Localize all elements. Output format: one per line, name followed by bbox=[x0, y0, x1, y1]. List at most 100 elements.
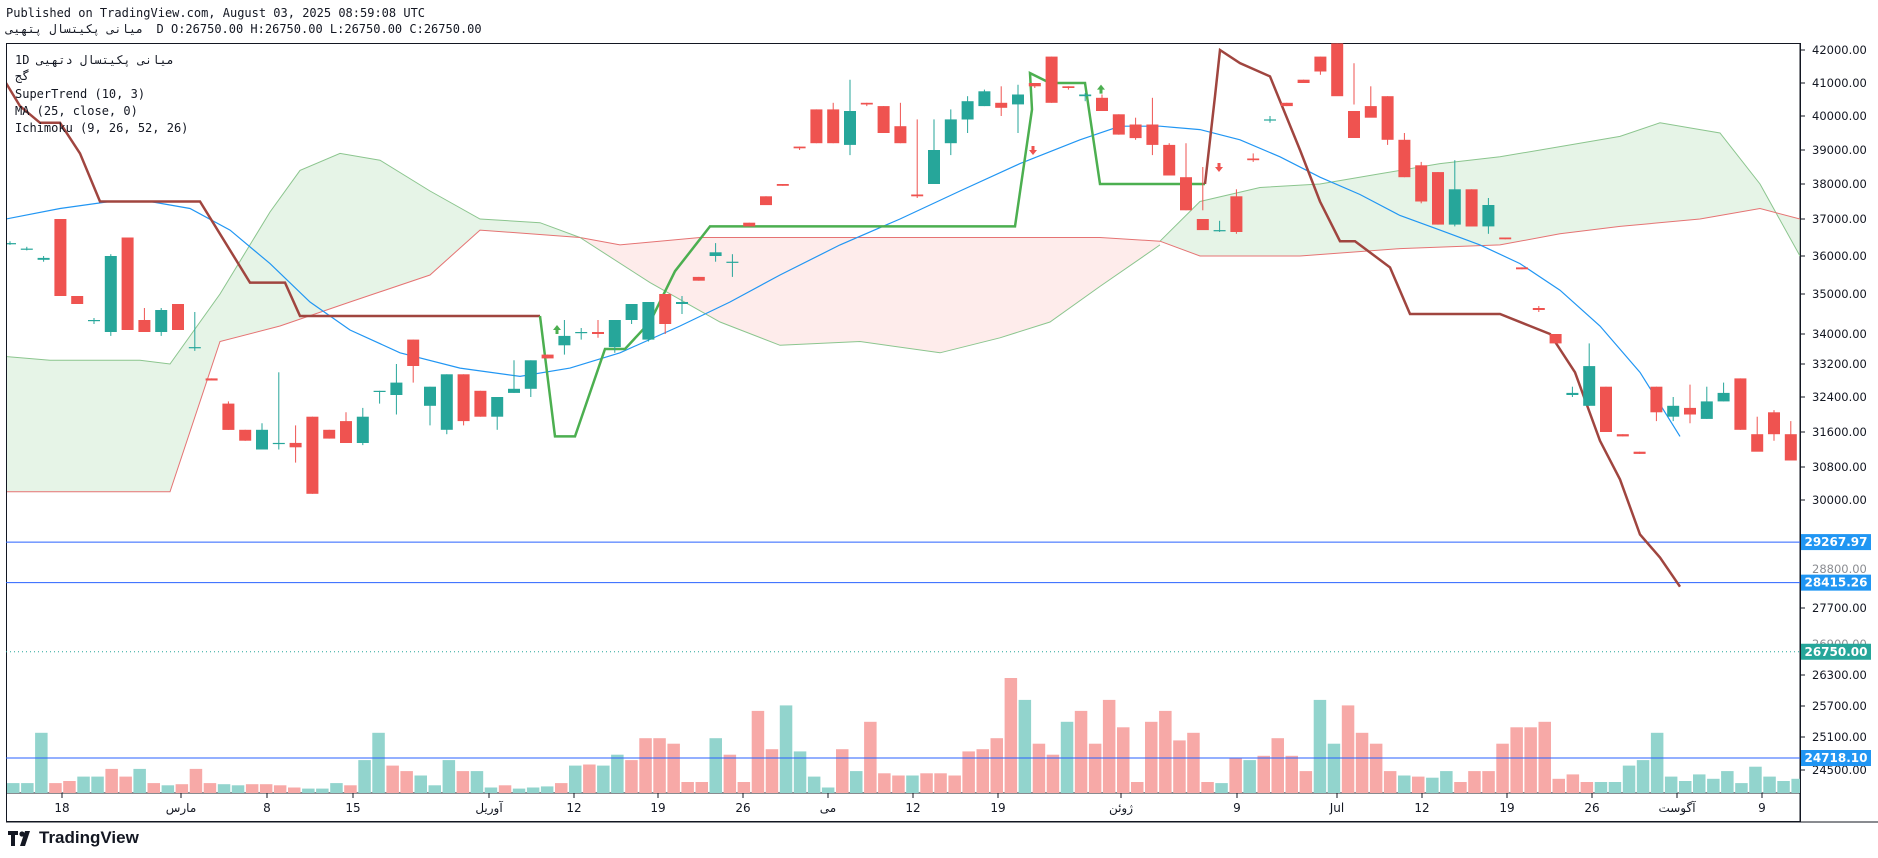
candle-body bbox=[1667, 405, 1680, 417]
volume-bar bbox=[7, 783, 20, 793]
volume-bar bbox=[864, 721, 877, 793]
volume-bar bbox=[1285, 755, 1298, 793]
candle-body bbox=[659, 294, 672, 324]
symbol-name: ميانی پکيتسال پتهیی bbox=[6, 22, 144, 36]
volume-bar bbox=[273, 785, 287, 793]
candle-body bbox=[222, 403, 235, 430]
candle-body bbox=[1062, 86, 1075, 88]
supertrend-down-line-1 bbox=[7, 82, 540, 318]
volume-bar bbox=[1468, 771, 1481, 793]
candle-body bbox=[289, 442, 302, 448]
volume-bar bbox=[793, 751, 807, 793]
candle-body bbox=[457, 374, 470, 422]
volume-bar bbox=[400, 771, 413, 793]
volume-bar bbox=[555, 783, 568, 793]
candle-body bbox=[1499, 237, 1512, 240]
price-tick-label: 30000.00 bbox=[1812, 493, 1867, 507]
candle-body bbox=[776, 184, 789, 186]
volume-bar bbox=[667, 743, 680, 793]
candle-body bbox=[256, 429, 268, 450]
volume-bar bbox=[1805, 777, 1818, 793]
volume-bar bbox=[512, 788, 526, 793]
volume-bars bbox=[7, 678, 1875, 793]
volume-bar bbox=[1594, 782, 1608, 793]
price-tick-label: 36000.00 bbox=[1812, 249, 1867, 263]
candle-body bbox=[558, 335, 571, 346]
candle-body bbox=[961, 101, 974, 120]
price-tick-label: 38000.00 bbox=[1812, 177, 1867, 191]
volume-bar bbox=[21, 783, 34, 793]
buy-signal-arrow bbox=[1097, 84, 1105, 94]
candle-body bbox=[1381, 96, 1394, 140]
volume-bar bbox=[35, 732, 48, 793]
price-tick-label: 39000.00 bbox=[1812, 143, 1867, 157]
volume-bar bbox=[583, 764, 596, 793]
legend-supertrend[interactable]: SuperTrend (10, 3) bbox=[15, 87, 145, 101]
volume-bar bbox=[1173, 740, 1186, 793]
time-tick-label: 9 bbox=[1758, 801, 1766, 815]
price-tick-label: 32400.00 bbox=[1812, 390, 1867, 404]
candle-body bbox=[390, 382, 403, 395]
supertrend-down-line-2 bbox=[1203, 47, 1682, 588]
volume-bar bbox=[442, 760, 456, 793]
candle-body bbox=[625, 304, 638, 320]
candle-body bbox=[911, 194, 924, 197]
candle-body bbox=[491, 397, 504, 417]
volume-bar bbox=[1060, 721, 1074, 793]
time-tick-label: 9 bbox=[1233, 801, 1241, 815]
candle-body bbox=[810, 109, 823, 144]
candle-body bbox=[1432, 172, 1444, 225]
price-tick-label: 41000.00 bbox=[1812, 76, 1867, 90]
candle-body bbox=[1398, 139, 1411, 178]
candle-body bbox=[1096, 97, 1108, 111]
sell-signal-arrow bbox=[1215, 163, 1223, 172]
candle-body bbox=[407, 339, 420, 366]
volume-bar bbox=[1398, 775, 1411, 793]
time-tick-label: 12 bbox=[1414, 801, 1429, 815]
volume-bar bbox=[1707, 778, 1720, 793]
volume-bar bbox=[1552, 778, 1565, 793]
price-tick-label: 31600.00 bbox=[1812, 425, 1867, 439]
volume-bar bbox=[245, 784, 259, 793]
candle-body bbox=[1852, 617, 1864, 619]
volume-bar bbox=[850, 771, 863, 793]
volume-bar bbox=[1862, 700, 1875, 793]
buy-signal-arrow bbox=[553, 325, 561, 334]
candle-body bbox=[20, 248, 33, 250]
legend-ichimoku[interactable]: Ichimoku (9, 26, 52, 26) bbox=[15, 121, 188, 135]
volume-bar bbox=[1383, 771, 1397, 793]
volume-bar bbox=[175, 784, 189, 793]
candlesticks bbox=[7, 43, 1864, 619]
cloud-green-1-span-b bbox=[7, 229, 581, 493]
volume-bar bbox=[1341, 705, 1355, 793]
candle-body bbox=[1163, 144, 1176, 176]
candle-body bbox=[323, 429, 336, 439]
volume-bar bbox=[1046, 754, 1060, 793]
candle-body bbox=[1549, 334, 1562, 344]
volume-bar bbox=[105, 768, 118, 793]
volume-bar bbox=[77, 776, 90, 793]
time-tick-label: 18 bbox=[54, 801, 69, 815]
hline-badge-label: 24718.10 bbox=[1804, 751, 1867, 765]
candle-body bbox=[440, 374, 453, 430]
volume-bar bbox=[1440, 771, 1453, 793]
candle-body bbox=[1331, 43, 1344, 97]
volume-bar bbox=[1243, 760, 1256, 793]
candle-body bbox=[1650, 386, 1663, 413]
price-tick-label: 33200.00 bbox=[1812, 357, 1867, 371]
tradingview-logo[interactable]: TradingView bbox=[8, 828, 139, 848]
volume-bar bbox=[1088, 743, 1102, 793]
candle-body bbox=[340, 421, 352, 443]
candle-body bbox=[1415, 165, 1428, 202]
legend-ma[interactable]: MA (25, close, 0) bbox=[15, 104, 138, 118]
volume-bar bbox=[1229, 758, 1242, 793]
candle-body bbox=[1196, 219, 1209, 231]
candle-body bbox=[928, 150, 940, 184]
candle-body bbox=[1768, 412, 1780, 435]
price-tick-label: 24500.00 bbox=[1812, 763, 1867, 777]
time-axis: 18 مارس 8 15 آوریل 12 19 26 می 12 19 ژوئن 9 Jul 12 19 26… bbox=[54, 793, 1766, 816]
candle-body bbox=[1280, 102, 1293, 107]
cloud-red-1-span-a bbox=[579, 237, 1161, 246]
price-tick-label: 30800.00 bbox=[1812, 460, 1867, 474]
